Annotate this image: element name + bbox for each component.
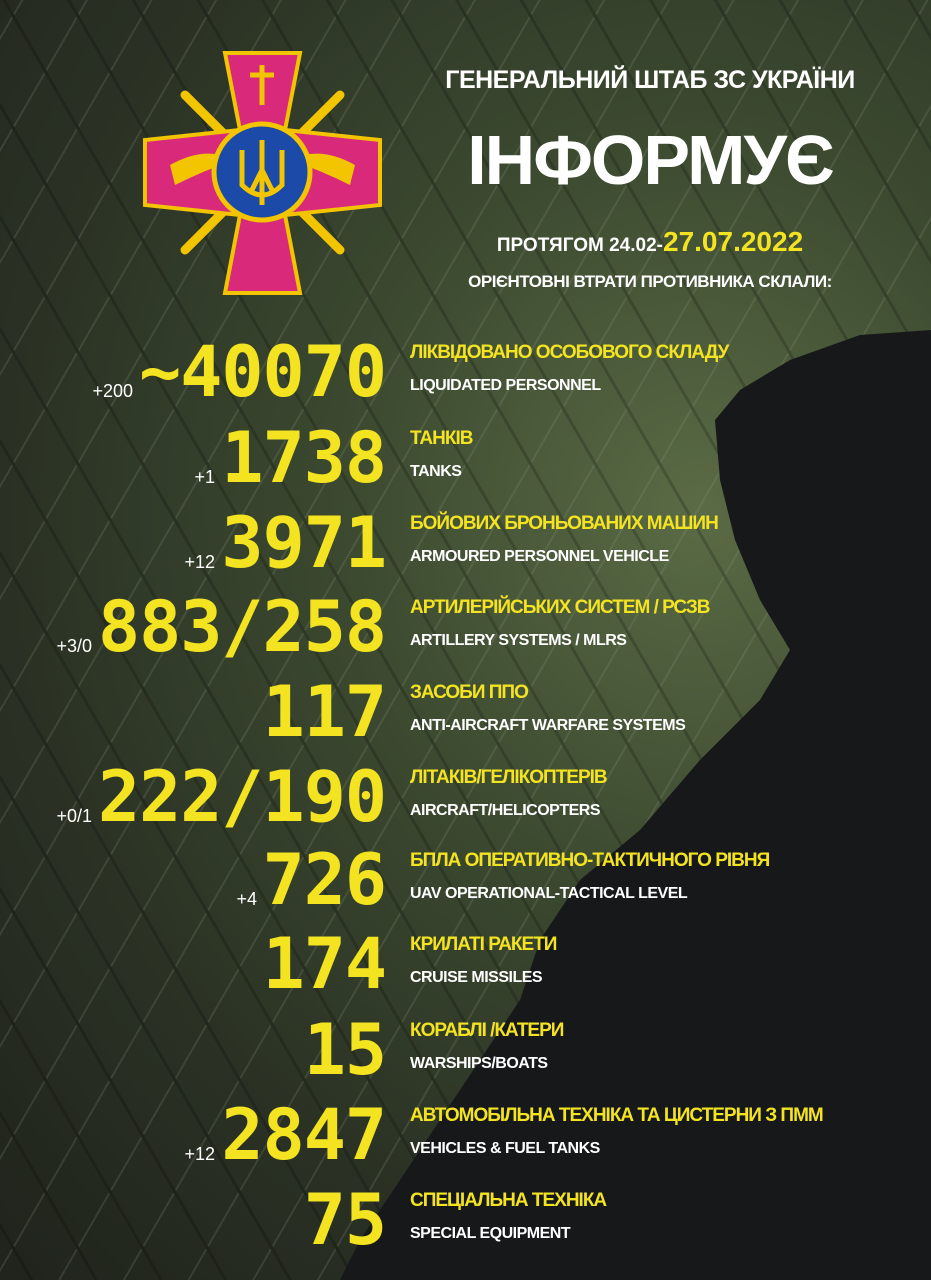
loss-label: СПЕЦІАЛЬНА ТЕХНІКА	[410, 1190, 607, 1211]
loss-delta: +1	[194, 467, 215, 487]
loss-sublabel: TANKS	[410, 463, 462, 480]
loss-sublabel: VEHICLES & FUEL TANKS	[410, 1140, 600, 1157]
loss-label: БПЛА ОПЕРАТИВНО-ТАКТИЧНОГО РІВНЯ	[410, 850, 770, 871]
loss-sublabel: WARSHIPS/BOATS	[410, 1055, 548, 1072]
loss-label: ЗАСОБИ ППО	[410, 682, 529, 703]
loss-label: АВТОМОБІЛЬНА ТЕХНІКА ТА ЦИСТЕРНИ З ПММ	[410, 1105, 824, 1126]
loss-row: 883/258 АРТИЛЕРІЙСЬКИХ СИСТЕМ / РСЗВ ART…	[0, 585, 931, 669]
loss-delta: +12	[184, 552, 215, 572]
loss-label: БОЙОВИХ БРОНЬОВАНИХ МАШИН	[410, 513, 719, 534]
loss-sublabel: ARMOURED PERSONNEL VEHICLE	[410, 548, 669, 565]
loss-value: 117	[262, 671, 387, 753]
period-date: 27.07.2022	[663, 226, 804, 257]
loss-delta: +0/1	[56, 806, 92, 826]
loss-delta: +3/0	[56, 636, 92, 656]
loss-sublabel: LIQUIDATED PERSONNEL	[410, 377, 601, 394]
loss-row: 174 КРИЛАТІ РАКЕТИ CRUISE MISSILES	[0, 922, 931, 1006]
loss-value: ~40070	[139, 331, 387, 413]
loss-row: 2847 АВТОМОБІЛЬНА ТЕХНІКА ТА ЦИСТЕРНИ З …	[0, 1093, 931, 1177]
loss-label: АРТИЛЕРІЙСЬКИХ СИСТЕМ / РСЗВ	[410, 597, 710, 618]
period: ПРОТЯГОМ 24.02-27.07.2022	[400, 222, 900, 266]
loss-sublabel: SPECIAL EQUIPMENT	[410, 1225, 571, 1242]
loss-row: 726 БПЛА ОПЕРАТИВНО-ТАКТИЧНОГО РІВНЯ UAV…	[0, 838, 931, 922]
loss-delta: +4	[236, 889, 257, 909]
loss-sublabel: ANTI-AIRCRAFT WARFARE SYSTEMS	[410, 717, 686, 734]
loss-value: 174	[262, 923, 387, 1005]
loss-label: КОРАБЛІ /КАТЕРИ	[410, 1020, 564, 1041]
period-prefix: ПРОТЯГОМ 24.02-	[496, 235, 663, 256]
loss-label: ТАНКІВ	[410, 428, 473, 449]
loss-value: 15	[303, 1009, 387, 1091]
loss-sublabel: AIRCRAFT/HELICOPTERS	[410, 802, 601, 819]
loss-row: 3971 БОЙОВИХ БРОНЬОВАНИХ МАШИН ARMOURED …	[0, 501, 931, 585]
loss-value: 1738	[221, 417, 387, 499]
loss-value: 726	[262, 839, 387, 921]
header-title: ГЕНЕРАЛЬНИЙ ШТАБ ЗС УКРАЇНИ	[445, 66, 855, 94]
loss-value: 2847	[221, 1094, 387, 1176]
loss-delta: +12	[184, 1144, 215, 1164]
loss-value: 883/258	[97, 586, 387, 668]
loss-value: 3971	[221, 502, 387, 584]
loss-label: КРИЛАТІ РАКЕТИ	[410, 934, 557, 955]
loss-delta: +200	[92, 381, 133, 401]
loss-row: 1738 ТАНКІВ TANKS +1	[0, 416, 931, 500]
header-subtitle: ОРІЄНТОВНІ ВТРАТИ ПРОТИВНИКА СКЛАЛИ:	[468, 272, 832, 291]
loss-sublabel: ARTILLERY SYSTEMS / MLRS	[410, 632, 627, 649]
loss-label: ЛІКВІДОВАНО ОСОБОВОГО СКЛАДУ	[410, 342, 729, 363]
loss-row: 75 СПЕЦІАЛЬНА ТЕХНІКА SPECIAL EQUIPMENT	[0, 1178, 931, 1262]
header-informs: ІНФОРМУЄ	[467, 121, 835, 199]
loss-row: 117 ЗАСОБИ ППО ANTI-AIRCRAFT WARFARE SYS…	[0, 670, 931, 754]
loss-value: 222/190	[97, 756, 387, 838]
loss-value: 75	[303, 1179, 387, 1261]
loss-label: ЛІТАКІВ/ГЕЛІКОПТЕРІВ	[410, 767, 608, 788]
loss-row: 15 КОРАБЛІ /КАТЕРИ WARSHIPS/BOATS	[0, 1008, 931, 1092]
loss-sublabel: UAV OPERATIONAL-TACTICAL LEVEL	[410, 885, 688, 902]
loss-sublabel: CRUISE MISSILES	[410, 969, 543, 986]
armed-forces-emblem-icon	[143, 51, 382, 295]
loss-row: 222/190 ЛІТАКІВ/ГЕЛІКОПТЕРІВ AIRCRAFT/HE…	[0, 755, 931, 839]
loss-row: ~40070 ЛІКВІДОВАНО ОСОБОВОГО СКЛАДУ LIQU…	[0, 330, 931, 414]
